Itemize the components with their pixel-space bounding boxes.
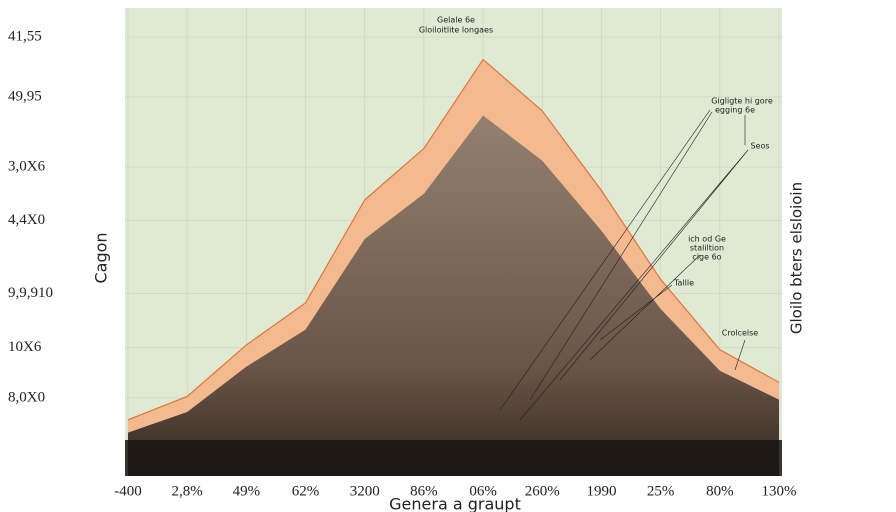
x-tick-label: 86% — [410, 483, 438, 499]
y-tick-label: 41,55 — [8, 28, 42, 44]
x-tick-label: 62% — [292, 483, 320, 499]
right-axis-title: Gloilo bters elsloioin — [788, 182, 806, 334]
annotation: ich od Ge — [688, 235, 726, 244]
annotation-leaders — [499, 109, 749, 421]
x-tick-label: 1990 — [586, 483, 616, 499]
area-shade — [128, 115, 779, 476]
ticks: 8,0X0 10X6 9,9,910 4,4X0 3,0X6 49,95 41,55 -400… — [8, 28, 797, 499]
y-tick-label: 3,0X6 — [8, 159, 46, 175]
y-tick-label: 4,4X0 — [8, 212, 45, 228]
x-tick-label: 06% — [469, 483, 497, 499]
annotation: egging 6e — [715, 106, 755, 115]
area-edge — [127, 58, 780, 421]
x-tick-label: 25% — [647, 483, 675, 499]
annotation: cige 6o — [692, 253, 721, 262]
y-tick-label: 10X6 — [8, 339, 42, 355]
y-tick-label: 8,0X0 — [8, 389, 45, 405]
annotation: Seos — [750, 142, 769, 151]
y-axis-title: Cagon — [92, 232, 111, 283]
annotation: staliltion — [690, 244, 724, 253]
annotation: Crolcelse — [722, 329, 759, 338]
x-tick-label: 3200 — [350, 483, 380, 499]
annotation-lines — [499, 109, 749, 421]
annotation: Gigligte hi gore — [711, 97, 773, 106]
x-tick-label: 2,8% — [172, 483, 203, 499]
annotation: Tallle — [673, 279, 694, 288]
x-tick-label: 49% — [233, 483, 261, 499]
marks — [127, 58, 780, 476]
x-tick-label: -400 — [114, 483, 142, 499]
x-axis-title: Genera a graupt — [389, 495, 521, 512]
annotation: Gloiloitlite longaes — [419, 26, 493, 35]
annotation: Gelale 6e — [437, 16, 475, 25]
y-tick-label: 9,9,910 — [8, 285, 53, 301]
y-tick-label: 49,95 — [8, 88, 42, 104]
x-tick-label: 80% — [706, 483, 734, 499]
base-band — [125, 440, 782, 476]
x-tick-label: 130% — [762, 483, 797, 499]
x-tick-label: 260% — [525, 483, 560, 499]
